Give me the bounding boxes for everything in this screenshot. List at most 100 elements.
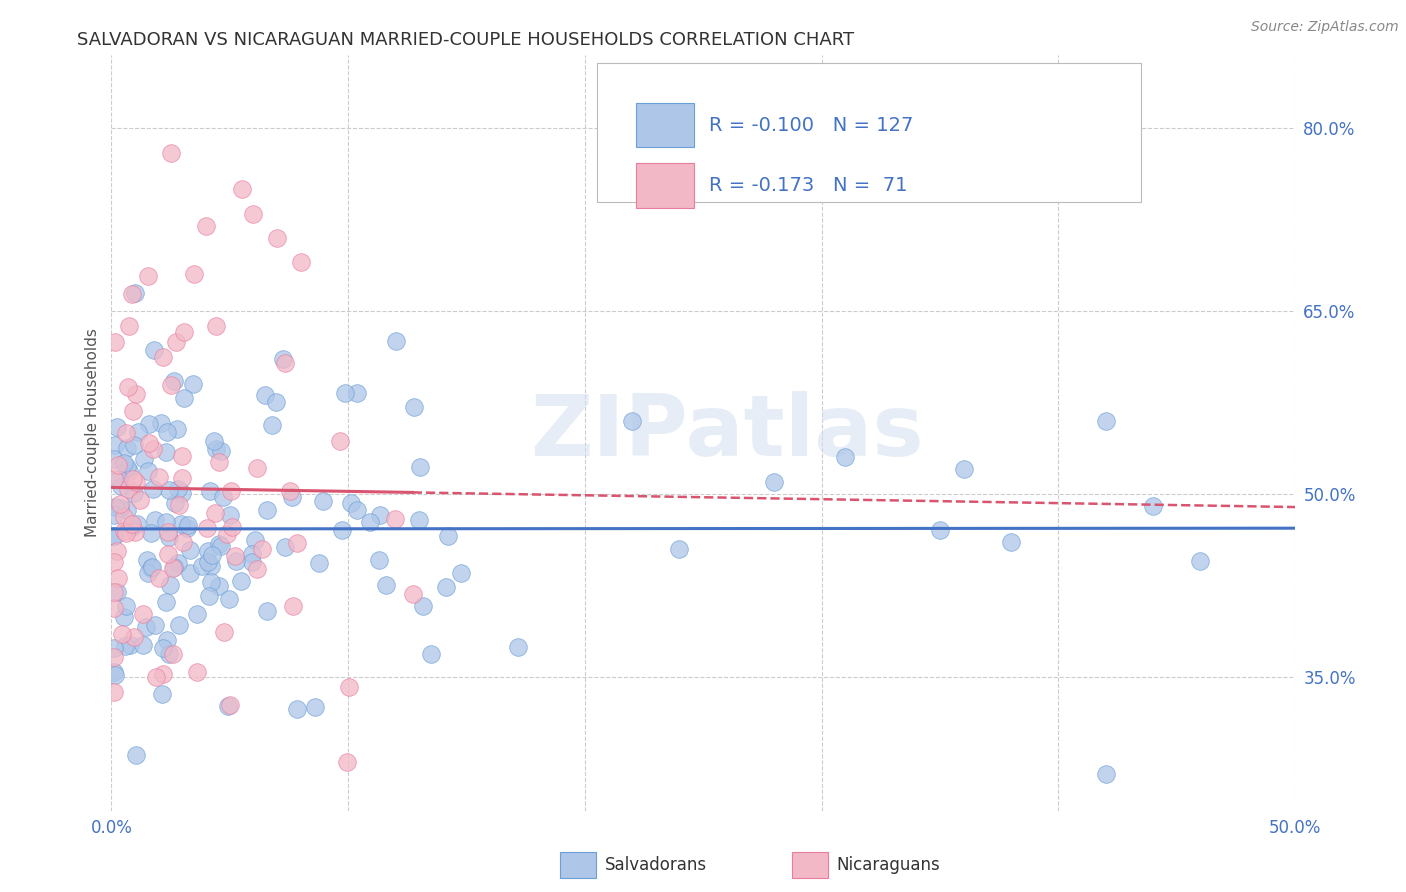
Point [346, 502, 368, 516]
Point [254, 388, 277, 402]
Point [170, 517, 193, 532]
Point [240, 555, 263, 569]
Point [142, 442, 165, 456]
Point [143, 513, 166, 527]
Point [245, 460, 267, 475]
Point [208, 455, 231, 469]
Point [215, 527, 238, 541]
Point [112, 510, 135, 524]
Point [225, 554, 247, 568]
Point [224, 549, 246, 563]
Point [240, 547, 263, 561]
Point [200, 575, 222, 590]
Point [163, 374, 186, 388]
Point [186, 665, 208, 679]
Point [266, 231, 288, 245]
Point [200, 558, 222, 573]
Point [278, 484, 301, 499]
Point [103, 528, 125, 542]
Point [112, 524, 135, 539]
Point [122, 472, 145, 486]
Point [136, 566, 159, 580]
Point [103, 508, 125, 522]
Point [143, 618, 166, 632]
Point [250, 541, 273, 556]
Point [118, 464, 141, 478]
Point [142, 482, 165, 496]
Point [159, 145, 181, 160]
Point [384, 512, 406, 526]
Point [103, 650, 125, 665]
Point [195, 521, 218, 535]
Point [290, 255, 312, 269]
Point [142, 343, 165, 358]
Point [329, 434, 352, 448]
Point [214, 624, 236, 639]
Point [155, 515, 177, 529]
Point [108, 500, 131, 515]
Text: SALVADORAN VS NICARAGUAN MARRIED-COUPLE HOUSEHOLDS CORRELATION CHART: SALVADORAN VS NICARAGUAN MARRIED-COUPLE … [77, 31, 855, 49]
Point [159, 578, 181, 592]
Point [107, 584, 129, 599]
Point [115, 459, 138, 474]
Point [121, 404, 143, 418]
Point [157, 483, 180, 497]
Point [132, 607, 155, 621]
Point [120, 638, 142, 652]
Point [333, 386, 356, 401]
Point [138, 417, 160, 432]
Point [172, 485, 194, 500]
Point [246, 562, 269, 576]
Point [256, 502, 278, 516]
Point [157, 648, 180, 662]
Point [108, 497, 131, 511]
Point [135, 620, 157, 634]
Point [337, 680, 360, 694]
Point [408, 513, 430, 527]
Point [281, 490, 304, 504]
Point [173, 391, 195, 405]
Point [115, 503, 138, 517]
FancyBboxPatch shape [596, 62, 1142, 202]
Point [152, 666, 174, 681]
Point [336, 755, 359, 769]
Point [172, 535, 194, 549]
Point [125, 387, 148, 401]
Point [204, 442, 226, 457]
Point [111, 627, 134, 641]
Point [103, 641, 125, 656]
Point [125, 475, 148, 490]
Point [181, 376, 204, 391]
Point [141, 526, 163, 541]
Point [209, 539, 232, 553]
Point [177, 517, 200, 532]
Point [219, 508, 242, 523]
Point [172, 450, 194, 464]
Point [115, 425, 138, 440]
Point [198, 483, 221, 498]
Point [197, 543, 219, 558]
Point [205, 318, 228, 333]
Point [124, 285, 146, 300]
Point [668, 542, 690, 557]
Point [166, 422, 188, 436]
Point [156, 524, 179, 539]
Point [273, 356, 295, 370]
Point [256, 604, 278, 618]
Point [110, 479, 132, 493]
Point [107, 458, 129, 473]
Point [169, 618, 191, 632]
Point [132, 451, 155, 466]
Point [176, 521, 198, 535]
Point [202, 434, 225, 448]
Point [148, 469, 170, 483]
Point [121, 286, 143, 301]
Point [179, 542, 201, 557]
Point [107, 571, 129, 585]
Point [155, 445, 177, 459]
Point [402, 587, 425, 601]
Point [283, 599, 305, 614]
Point [114, 639, 136, 653]
Point [157, 530, 180, 544]
Point [208, 537, 231, 551]
